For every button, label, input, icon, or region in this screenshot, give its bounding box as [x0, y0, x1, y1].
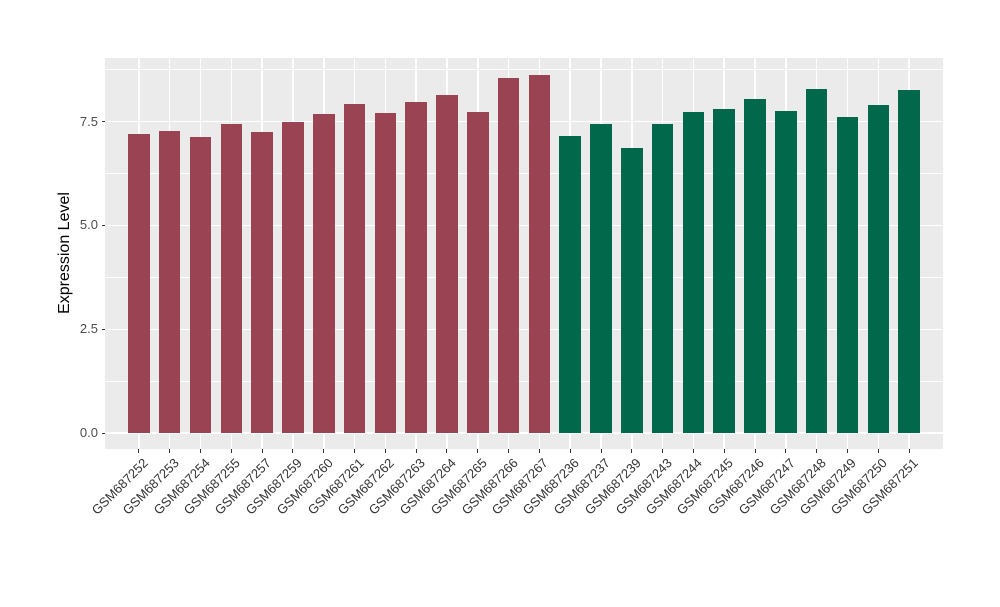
bar-GSM687263 — [405, 101, 427, 434]
x-tick-mark — [200, 449, 201, 453]
bar-GSM687246 — [744, 99, 766, 434]
x-tick-mark — [662, 449, 664, 453]
bar-GSM687247 — [775, 111, 797, 434]
y-tick-label: 0.0 — [79, 425, 98, 441]
bar-GSM687262 — [374, 112, 397, 434]
bar-GSM687260 — [312, 114, 335, 434]
y-tick-label: 5.0 — [79, 217, 98, 233]
x-tick-mark — [508, 449, 510, 453]
x-tick-mark — [477, 449, 479, 453]
y-tick-label: 7.5 — [79, 113, 98, 129]
bar-GSM687237 — [590, 124, 612, 434]
x-tick-mark — [908, 449, 910, 453]
y-tick-label: 2.5 — [79, 321, 98, 337]
gridline-minor-y — [105, 69, 943, 71]
bar-GSM687259 — [282, 121, 304, 434]
x-tick-mark — [169, 449, 171, 453]
bar-GSM687261 — [343, 103, 366, 434]
bar-GSM687252 — [128, 134, 150, 434]
x-tick-mark — [569, 449, 571, 453]
x-tick-mark — [446, 449, 448, 453]
x-tick-mark — [846, 449, 848, 453]
x-tick-mark — [292, 449, 294, 453]
x-tick-mark — [323, 449, 325, 453]
x-tick-mark — [723, 449, 725, 453]
bar-GSM687250 — [867, 105, 890, 434]
x-tick-mark — [230, 449, 232, 453]
bar-GSM687267 — [528, 74, 551, 434]
y-axis-title: Expression Level — [56, 191, 73, 314]
gridline-major-y — [105, 224, 943, 227]
gridline-major-y — [105, 120, 943, 123]
bar-GSM687266 — [497, 77, 520, 434]
bar-GSM687248 — [805, 88, 828, 434]
bar-GSM687245 — [713, 108, 736, 434]
y-tick-mark — [101, 432, 105, 434]
bar-GSM687251 — [898, 90, 920, 434]
x-tick-mark — [354, 449, 356, 453]
x-tick-mark — [754, 449, 756, 453]
bar-GSM687243 — [651, 124, 674, 434]
gridline-minor-y — [105, 173, 943, 174]
x-tick-mark — [785, 449, 787, 453]
bar-GSM687253 — [158, 130, 181, 434]
bar-GSM687254 — [189, 136, 212, 434]
x-tick-mark — [538, 449, 540, 453]
x-tick-mark — [415, 449, 417, 453]
bar-GSM687265 — [467, 111, 489, 434]
y-tick-mark — [101, 121, 105, 123]
y-tick-mark — [101, 224, 105, 226]
x-tick-mark — [816, 449, 818, 453]
x-tick-mark — [384, 449, 386, 453]
x-tick-mark — [261, 449, 263, 453]
bar-GSM687249 — [836, 117, 859, 434]
y-tick-mark — [101, 328, 105, 330]
bar-GSM687257 — [251, 132, 273, 434]
x-tick-mark — [877, 449, 879, 453]
gridline-major-y — [105, 328, 943, 331]
plot-panel — [105, 58, 943, 449]
x-tick-mark — [138, 449, 140, 453]
x-tick-mark — [600, 449, 602, 453]
bar-GSM687244 — [682, 111, 705, 434]
x-tick-mark — [631, 449, 633, 453]
bar-GSM687255 — [220, 123, 243, 434]
bar-GSM687239 — [621, 147, 643, 434]
gridline-minor-y — [105, 380, 943, 382]
bar-GSM687264 — [436, 94, 458, 434]
bar-GSM687236 — [559, 135, 581, 434]
gridline-minor-y — [105, 276, 943, 278]
x-tick-mark — [692, 449, 694, 453]
gridline-major-y — [105, 432, 943, 434]
expression-bar-chart: Expression Level 0.0 2.5 5.0 7.5 GSM687252 G… — [56, 58, 943, 518]
